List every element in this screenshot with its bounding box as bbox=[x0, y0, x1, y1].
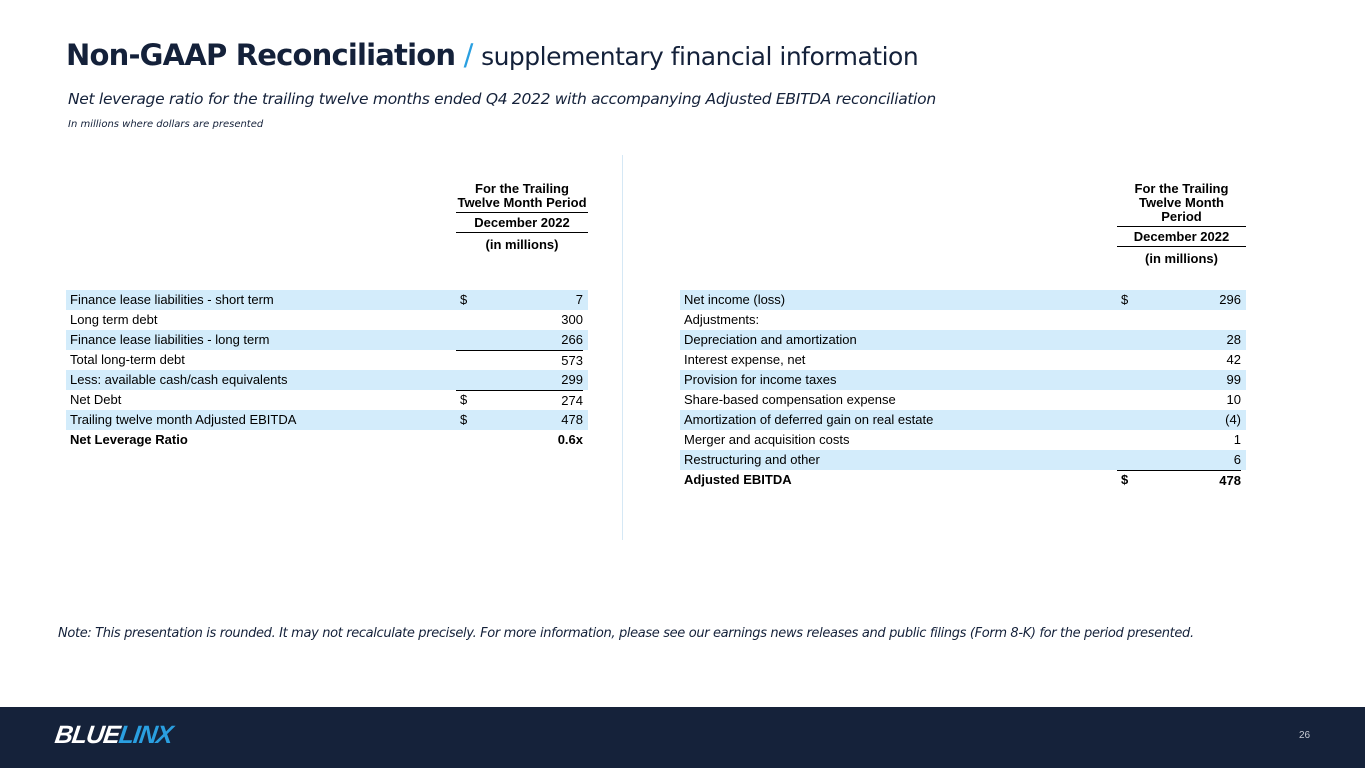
row-label: Interest expense, net bbox=[684, 352, 806, 367]
dollar-sign: $ bbox=[460, 392, 468, 407]
table-row: Adjusted EBITDA $ 478 bbox=[680, 470, 1246, 490]
table-row: Provision for income taxes 99 bbox=[680, 370, 1246, 390]
table-row: Long term debt 300 bbox=[66, 310, 588, 330]
dollar-sign: $ bbox=[460, 412, 468, 427]
table-row: Amortization of deferred gain on real es… bbox=[680, 410, 1246, 430]
row-label: Net Debt bbox=[70, 392, 122, 407]
table-row: Net income (loss) $ 296 bbox=[680, 290, 1246, 310]
row-value: 6 bbox=[1233, 452, 1241, 467]
row-value: (4) bbox=[1225, 412, 1241, 427]
row-label: Finance lease liabilities - long term bbox=[70, 332, 270, 347]
dollar-sign: $ bbox=[1121, 472, 1129, 487]
table-row: Adjustments: bbox=[680, 310, 1246, 330]
table-row: Net Debt $ 274 bbox=[66, 390, 588, 410]
page-number: 26 bbox=[1299, 730, 1311, 741]
row-label: Merger and acquisition costs bbox=[684, 432, 850, 447]
page-title: Non-GAAP Reconciliation / supplementary … bbox=[66, 38, 919, 72]
table-row: Finance lease liabilities - long term 26… bbox=[66, 330, 588, 350]
row-label: Net Leverage Ratio bbox=[70, 432, 188, 447]
row-label: Less: available cash/cash equivalents bbox=[70, 372, 288, 387]
row-label: Total long-term debt bbox=[70, 352, 185, 367]
footer-bar: BLUELINX 26 bbox=[0, 707, 1365, 768]
row-label: Adjustments: bbox=[684, 312, 760, 327]
table-row: Less: available cash/cash equivalents 29… bbox=[66, 370, 588, 390]
row-value: 99 bbox=[1226, 372, 1241, 387]
row-value: 10 bbox=[1226, 392, 1241, 407]
footnote: Note: This presentation is rounded. It m… bbox=[58, 626, 1194, 641]
row-value: 573 bbox=[456, 350, 583, 370]
table-row: Share-based compensation expense 10 bbox=[680, 390, 1246, 410]
row-value: 28 bbox=[1226, 332, 1241, 347]
row-value: 300 bbox=[561, 312, 583, 327]
row-label: Provision for income taxes bbox=[684, 372, 837, 387]
left-column-header: For the Trailing Twelve Month Period Dec… bbox=[456, 181, 588, 252]
row-value: 0.6x bbox=[557, 432, 583, 447]
table-row: Total long-term debt 573 bbox=[66, 350, 588, 370]
row-label: Trailing twelve month Adjusted EBITDA bbox=[70, 412, 297, 427]
row-value: 299 bbox=[561, 372, 583, 387]
row-value: 7 bbox=[575, 292, 583, 307]
bluelinx-logo: BLUELINX bbox=[53, 721, 175, 749]
row-label: Long term debt bbox=[70, 312, 158, 327]
table-row: Net Leverage Ratio 0.6x bbox=[66, 430, 588, 450]
right-column-header: For the Trailing Twelve Month Period Dec… bbox=[1117, 182, 1246, 266]
row-label: Adjusted EBITDA bbox=[684, 472, 792, 487]
row-label: Amortization of deferred gain on real es… bbox=[684, 412, 934, 427]
row-value: 478 bbox=[1117, 470, 1241, 490]
row-label: Net income (loss) bbox=[684, 292, 786, 307]
row-label: Depreciation and amortization bbox=[684, 332, 857, 347]
dollar-sign: $ bbox=[1121, 292, 1129, 307]
row-value: 42 bbox=[1226, 352, 1241, 367]
row-value: 478 bbox=[561, 412, 583, 427]
table-row: Restructuring and other 6 bbox=[680, 450, 1246, 470]
table-row: Depreciation and amortization 28 bbox=[680, 330, 1246, 350]
row-label: Restructuring and other bbox=[684, 452, 820, 467]
row-value: 274 bbox=[456, 390, 583, 410]
table-row: Finance lease liabilities - short term $… bbox=[66, 290, 588, 310]
units-note: In millions where dollars are presented bbox=[68, 119, 264, 130]
row-value: 1 bbox=[1233, 432, 1241, 447]
row-label: Finance lease liabilities - short term bbox=[70, 292, 274, 307]
dollar-sign: $ bbox=[460, 292, 468, 307]
table-row: Merger and acquisition costs 1 bbox=[680, 430, 1246, 450]
table-row: Trailing twelve month Adjusted EBITDA $ … bbox=[66, 410, 588, 430]
column-divider bbox=[622, 155, 623, 540]
page-subtitle: Net leverage ratio for the trailing twel… bbox=[68, 90, 936, 108]
row-label: Share-based compensation expense bbox=[684, 392, 896, 407]
table-row: Interest expense, net 42 bbox=[680, 350, 1246, 370]
row-value: 296 bbox=[1219, 292, 1241, 307]
row-value: 266 bbox=[561, 332, 583, 347]
